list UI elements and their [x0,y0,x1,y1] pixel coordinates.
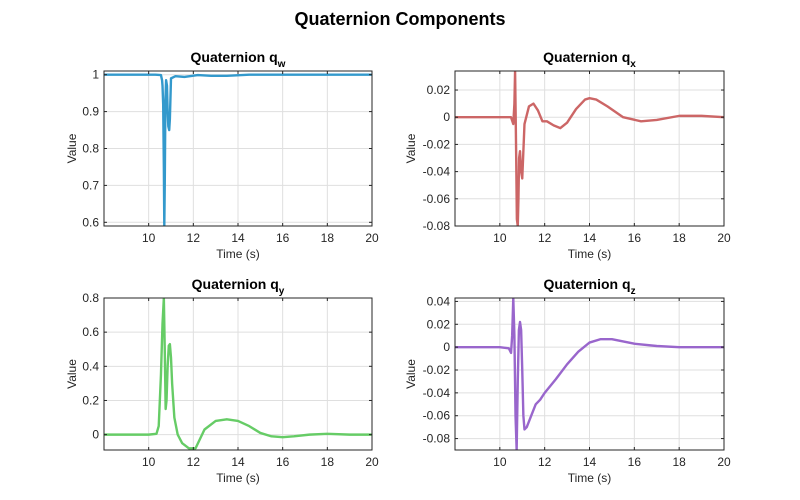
y-tick-label: 0.6 [82,325,99,339]
series-line-z [455,298,724,450]
subplot-title: Quaternion qw [191,49,286,70]
subplot-title-text: Quaternion q [192,276,279,292]
x-tick-label: 18 [672,231,686,245]
figure-title: Quaternion Components [295,9,506,29]
y-tick-label: 1 [92,68,99,82]
x-tick-label: 14 [231,455,245,469]
series-line-y [104,298,372,450]
x-tick-label: 18 [672,455,686,469]
subplot-2: 10 12 14 16 18 20 0 0.2 0.4 0.6 0.8 Quaternion qy Ti… [65,276,379,485]
subplot-title-subscript: w [277,59,286,70]
y-tick-label: -0.06 [423,192,451,206]
x-tick-label: 18 [321,231,335,245]
x-tick-label: 12 [187,455,201,469]
y-axis-label: Value [404,359,418,389]
x-axis-label: Time (s) [216,247,260,261]
y-tick-label: -0.06 [423,409,451,423]
x-axis-label: Time (s) [568,247,612,261]
x-tick-label: 20 [365,455,379,469]
x-tick-label: 16 [276,231,290,245]
y-tick-label: 0 [92,428,99,442]
x-tick-label: 10 [142,231,156,245]
y-tick-label: -0.08 [423,432,451,446]
subplot-1: 10 12 14 16 18 20 -0.08 -0.06 -0.04 -0.02 0 0.02 Qua… [404,49,731,261]
subplot-title: Quaternion qy [192,276,285,297]
series-line-x [455,71,724,226]
series-line-w [104,73,372,226]
x-tick-label: 12 [538,231,552,245]
subplot-title: Quaternion qx [543,49,636,70]
subplot-0: 10 12 14 16 18 20 0.6 0.7 0.8 0.9 1 Quaternion qw Ti… [65,49,379,261]
subplot-title-subscript: z [631,286,636,297]
y-axis-label: Value [65,359,79,389]
subplot-title: Quaternion qz [543,276,635,297]
x-axis-label: Time (s) [568,471,612,485]
subplot-title-text: Quaternion q [543,276,630,292]
subplot-title-subscript: y [279,286,285,297]
x-tick-label: 14 [231,231,245,245]
x-axis-label: Time (s) [216,471,260,485]
x-tick-label: 16 [628,455,642,469]
x-tick-label: 14 [583,455,597,469]
x-tick-label: 14 [583,231,597,245]
subplot-title-text: Quaternion q [543,49,630,65]
y-tick-label: 0.02 [427,83,451,97]
x-tick-label: 20 [365,231,379,245]
subplot-title-text: Quaternion q [191,49,278,65]
x-tick-label: 12 [187,231,201,245]
y-tick-label: 0 [443,340,450,354]
y-axis-label: Value [65,133,79,163]
y-tick-label: 0.9 [82,105,99,119]
x-tick-label: 10 [142,455,156,469]
x-tick-label: 16 [276,455,290,469]
x-tick-label: 12 [538,455,552,469]
y-tick-label: -0.02 [423,363,451,377]
y-tick-label: 0.4 [82,359,99,373]
y-tick-label: 0.7 [82,178,99,192]
x-tick-label: 20 [717,455,731,469]
y-tick-label: -0.04 [423,165,451,179]
y-tick-label: 0.8 [82,142,99,156]
x-tick-label: 10 [493,231,507,245]
subplot-3: 10 12 14 16 18 20 -0.08 -0.06 -0.04 -0.02 0 0.02 0.0… [404,276,731,485]
x-tick-label: 20 [717,231,731,245]
y-tick-label: 0.6 [82,215,99,229]
y-tick-label: 0.8 [82,291,99,305]
x-tick-label: 10 [493,455,507,469]
y-tick-label: 0 [443,110,450,124]
y-tick-label: -0.08 [423,219,451,233]
subplot-title-subscript: x [630,59,636,70]
y-tick-label: 0.04 [427,294,451,308]
x-tick-label: 18 [321,455,335,469]
x-tick-label: 16 [628,231,642,245]
y-tick-label: 0.2 [82,393,99,407]
y-axis-label: Value [404,133,418,163]
y-tick-label: -0.02 [423,137,451,151]
y-tick-label: -0.04 [423,386,451,400]
y-tick-label: 0.02 [427,317,451,331]
